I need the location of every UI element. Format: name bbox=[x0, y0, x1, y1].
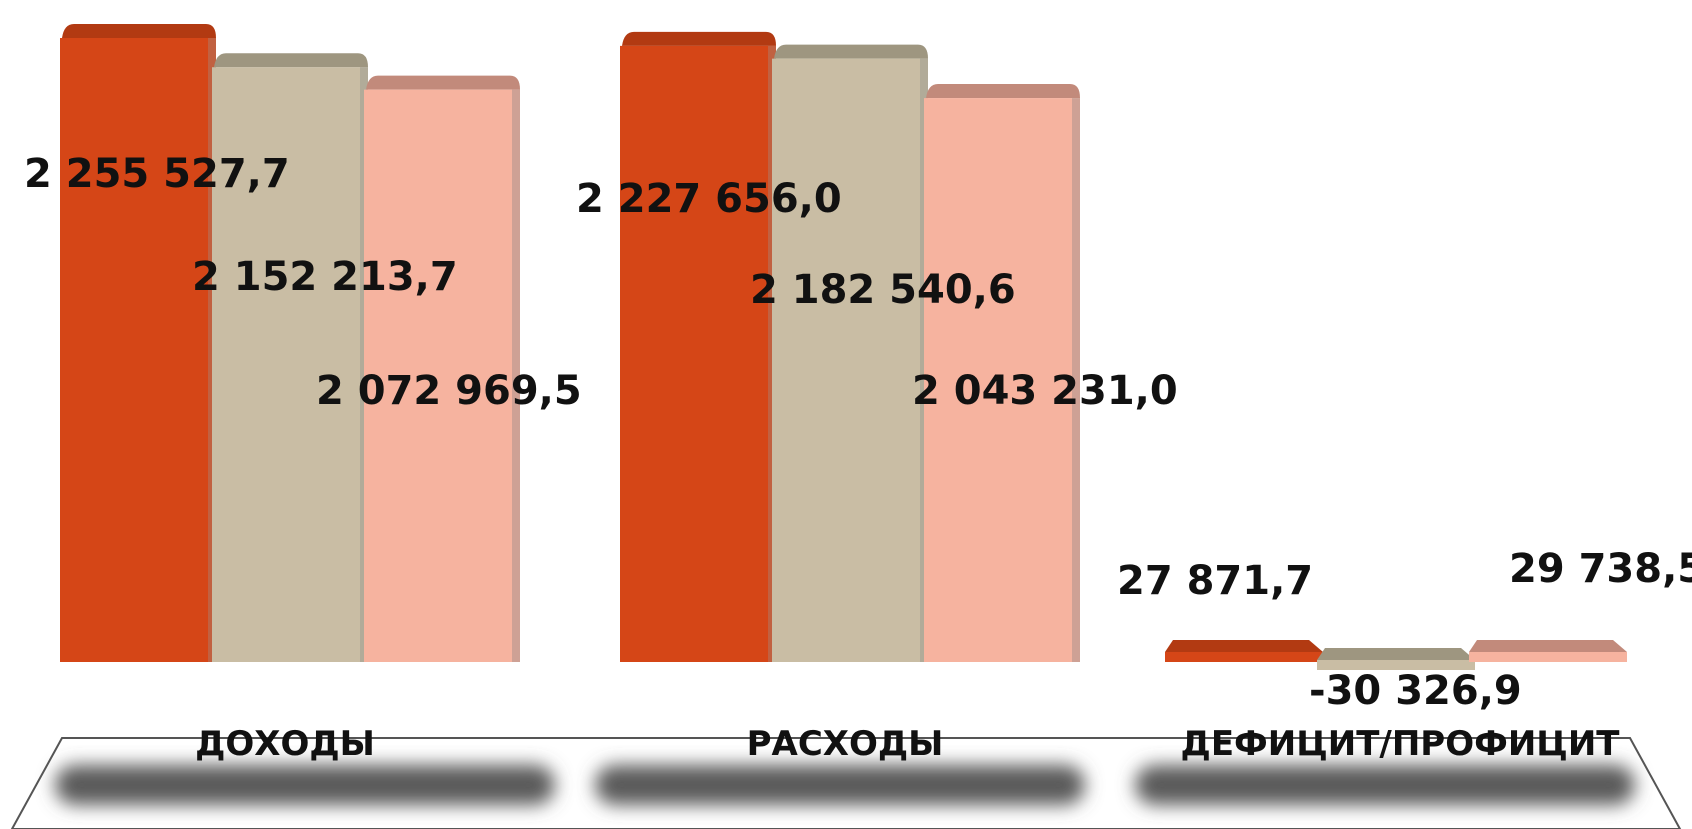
bar bbox=[772, 58, 920, 662]
chart-floor bbox=[10, 737, 1682, 829]
data-label: -30 326,9 bbox=[1309, 668, 1522, 714]
bar-top bbox=[366, 75, 520, 90]
data-label: 2 182 540,6 bbox=[750, 267, 1016, 313]
category-label: РАСХОДЫ bbox=[747, 724, 944, 764]
bar bbox=[364, 89, 512, 662]
data-label: 29 738,5 bbox=[1509, 546, 1692, 592]
data-label: 2 072 969,5 bbox=[316, 368, 582, 414]
floor-shadow bbox=[55, 765, 555, 805]
data-label: 27 871,7 bbox=[1117, 558, 1313, 604]
data-label: 2 152 213,7 bbox=[192, 254, 458, 300]
bar-side bbox=[512, 89, 520, 662]
bar-side bbox=[1072, 98, 1080, 663]
floor-shadow bbox=[595, 765, 1085, 805]
data-label: 2 227 656,0 bbox=[576, 176, 842, 222]
bar-top bbox=[926, 84, 1080, 99]
bar-top bbox=[1469, 640, 1627, 652]
bar bbox=[212, 67, 360, 663]
bar bbox=[1165, 652, 1323, 662]
labels-layer: 2 255 527,7 2 152 213,7 2 072 969,5 ДОХОДЫ 2… bbox=[24, 151, 1692, 764]
bar bbox=[60, 38, 208, 662]
bar-top bbox=[214, 53, 368, 68]
bar-top bbox=[1165, 640, 1323, 652]
data-label: 2 255 527,7 bbox=[24, 151, 290, 197]
bar-top bbox=[1317, 648, 1475, 660]
bars-layer bbox=[60, 24, 1627, 670]
floor-shadow bbox=[1135, 765, 1635, 805]
category-label: ДЕФИЦИТ/ПРОФИЦИТ bbox=[1181, 724, 1621, 764]
category-label: ДОХОДЫ bbox=[195, 724, 375, 764]
bar bbox=[924, 98, 1072, 663]
bar bbox=[620, 45, 768, 663]
bar bbox=[1317, 660, 1475, 670]
bar bbox=[1469, 652, 1627, 662]
bar-top bbox=[622, 31, 776, 46]
bar-top bbox=[62, 24, 216, 38]
bar-top bbox=[774, 44, 928, 59]
data-label: 2 043 231,0 bbox=[912, 368, 1178, 414]
